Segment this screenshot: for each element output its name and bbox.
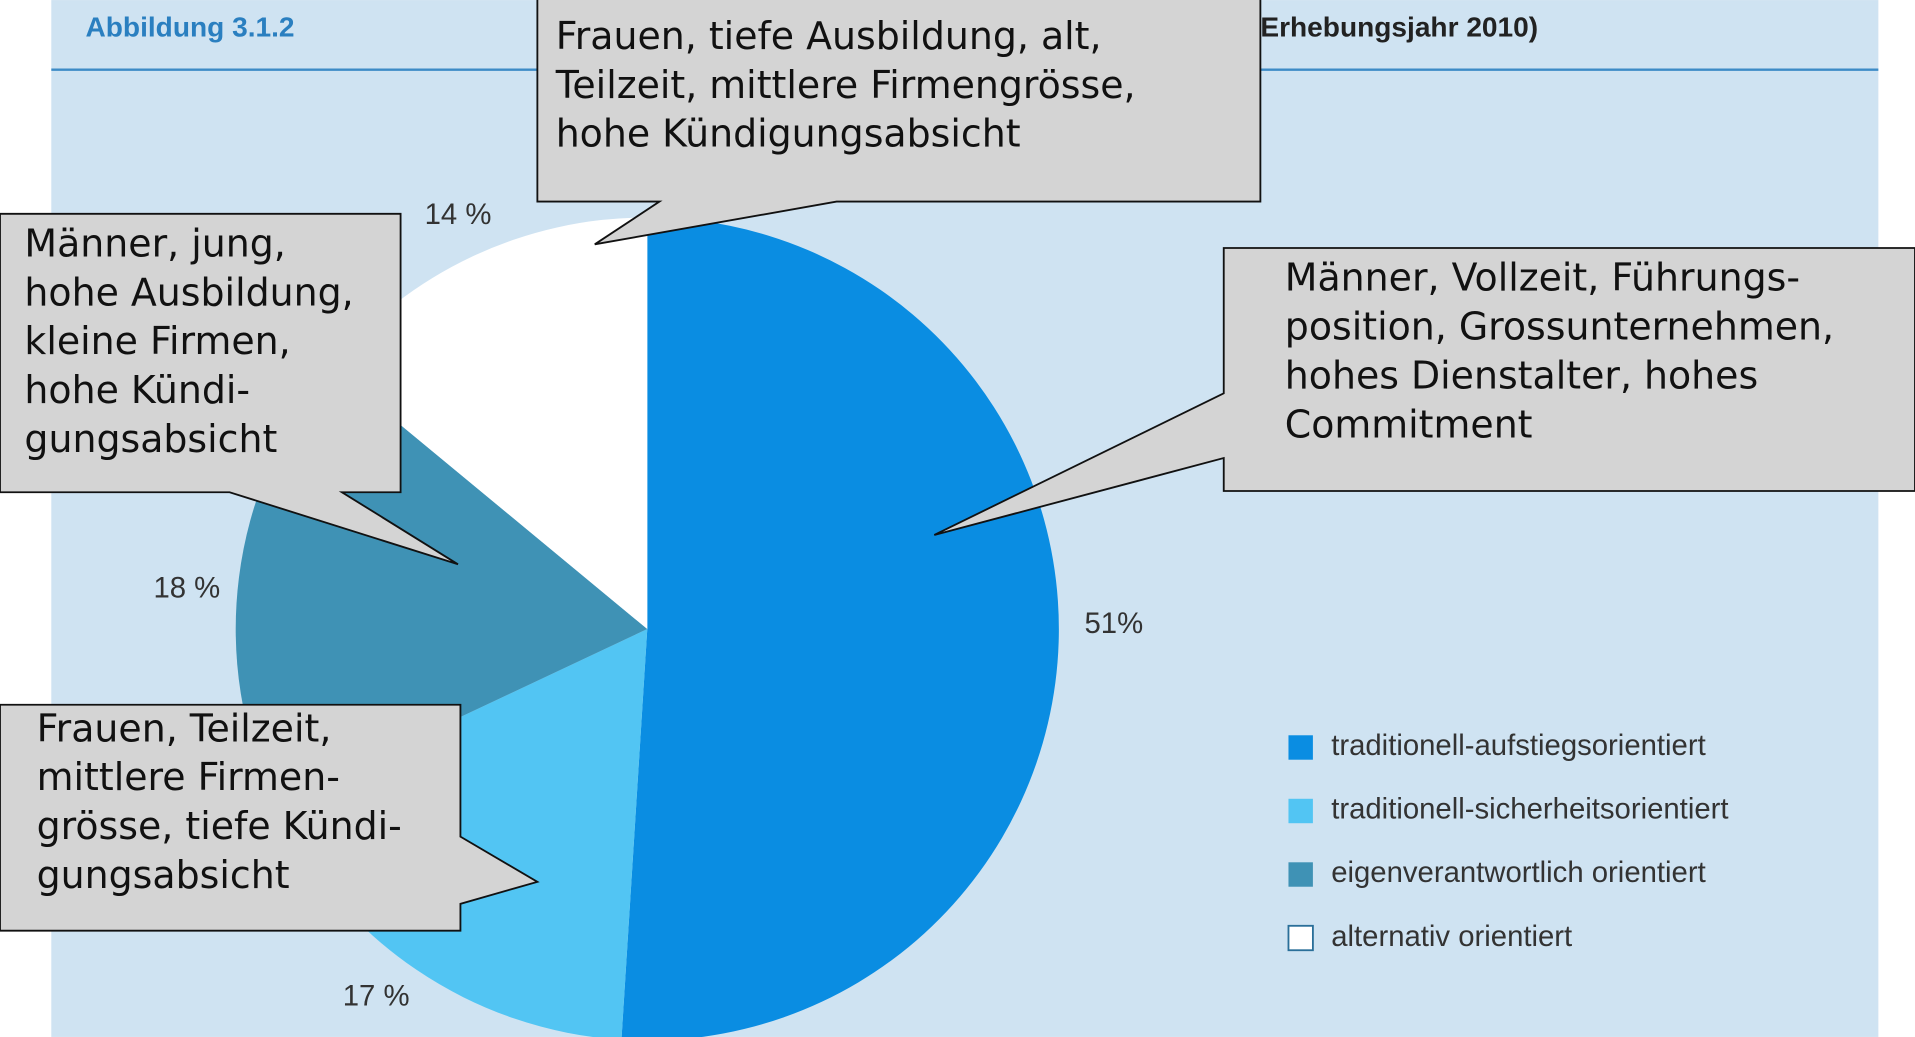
legend-swatch	[1287, 924, 1314, 952]
callout-text: Männer, Vollzeit, Führungs-position, Gro…	[1285, 256, 1834, 447]
callouts	[0, 0, 1915, 932]
labels: 51% 17 % 18 % 14 %	[153, 198, 1143, 1013]
slice-label: 17 %	[343, 980, 410, 1013]
callout-text: Männer, jung, hohe Ausbildung, kleine Firm…	[24, 222, 353, 461]
callout-line: position, Grossunternehmen,	[1285, 305, 1834, 349]
callout-box	[536, 0, 1262, 246]
legend-label: traditionell-sicherheitsorientiert	[1331, 793, 1728, 826]
legend-label: eigenverantwortlich orientiert	[1331, 856, 1706, 889]
slice-label: 18 %	[153, 572, 220, 605]
legend-swatch	[1288, 798, 1313, 824]
callout-line: gungsabsicht	[24, 417, 277, 461]
callout-line: kleine Firmen,	[24, 319, 290, 363]
callout-text: Frauen, Teilzeit, mittlere Firmen-grösse,…	[37, 706, 402, 897]
legend-label: alternativ orientiert	[1331, 920, 1572, 953]
callout-line: hohes Dienstalter, hohes	[1285, 353, 1758, 397]
pie	[235, 217, 1059, 1037]
callout-box	[0, 703, 540, 932]
callout-line: grösse, tiefe Kündi-	[37, 804, 402, 848]
callout-line: hohe Kündigungsabsicht	[556, 112, 1021, 156]
callout-line: hohe Ausbildung,	[24, 270, 353, 314]
callout-box	[933, 247, 1915, 536]
legend: traditionell-aufstiegsorientiert traditio…	[1287, 729, 1729, 953]
chart-title: Abbildung 3.1.2	[85, 12, 294, 43]
chart-subtitle: Erhebungsjahr 2010)	[1260, 12, 1538, 43]
pie-slice	[621, 217, 1059, 1037]
callout-line: Männer, Vollzeit, Führungs-	[1285, 256, 1800, 300]
callout-line: Commitment	[1285, 402, 1533, 446]
callout-line: Teilzeit, mittlere Firmengrösse,	[555, 63, 1136, 107]
callout-texts: Frauen, tiefe Ausbildung, alt, Teilzeit, …	[24, 14, 1834, 897]
slice-label: 14 %	[425, 198, 492, 231]
callout-line: Frauen, tiefe Ausbildung, alt,	[556, 14, 1102, 58]
callout-line: Männer, jung,	[24, 222, 285, 266]
legend-swatch	[1288, 862, 1313, 887]
callout-box	[0, 212, 459, 566]
pie-slice	[330, 217, 648, 630]
legend-label: traditionell-aufstiegsorientiert	[1331, 729, 1706, 762]
callout-line: mittlere Firmen-	[37, 755, 340, 799]
callout-text: Frauen, tiefe Ausbildung, alt, Teilzeit, …	[555, 14, 1136, 156]
slice-label: 51%	[1085, 607, 1144, 640]
callout-line: hohe Kündi-	[24, 368, 250, 412]
callout-line: Frauen, Teilzeit,	[37, 706, 332, 750]
callout-line: gungsabsicht	[37, 853, 290, 897]
legend-swatch	[1288, 735, 1313, 760]
